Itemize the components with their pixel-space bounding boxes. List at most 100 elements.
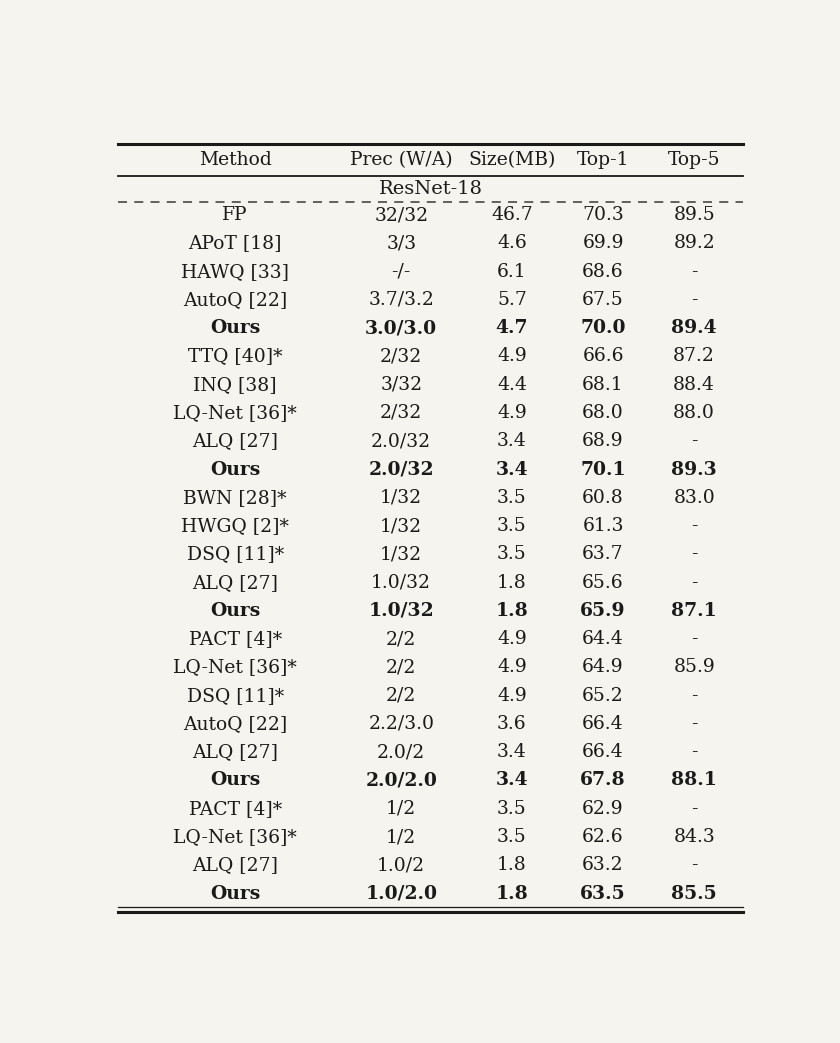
Text: 2.0/2: 2.0/2 (377, 744, 425, 761)
Text: 2/32: 2/32 (380, 404, 423, 422)
Text: 89.5: 89.5 (674, 207, 715, 224)
Text: 5.7: 5.7 (497, 291, 527, 309)
Text: HAWQ [33]: HAWQ [33] (181, 263, 289, 281)
Text: 89.3: 89.3 (671, 461, 717, 479)
Text: 62.9: 62.9 (582, 800, 624, 818)
Text: 2/32: 2/32 (380, 347, 423, 365)
Text: 1.8: 1.8 (496, 602, 528, 620)
Text: 65.9: 65.9 (580, 602, 626, 620)
Text: LQ-Net [36]*: LQ-Net [36]* (173, 658, 297, 677)
Text: ALQ [27]: ALQ [27] (192, 856, 278, 874)
Text: 68.9: 68.9 (582, 432, 624, 451)
Text: 3.5: 3.5 (497, 828, 527, 846)
Text: 60.8: 60.8 (582, 489, 624, 507)
Text: 67.8: 67.8 (580, 772, 626, 790)
Text: 66.4: 66.4 (582, 714, 624, 733)
Text: -: - (691, 517, 697, 535)
Text: 4.6: 4.6 (497, 235, 527, 252)
Text: 1/2: 1/2 (386, 828, 417, 846)
Text: 88.4: 88.4 (673, 375, 715, 393)
Text: 2/2: 2/2 (386, 658, 417, 677)
Text: DSQ [11]*: DSQ [11]* (186, 686, 284, 705)
Text: 4.9: 4.9 (497, 404, 527, 422)
Text: 3.5: 3.5 (497, 517, 527, 535)
Text: 70.3: 70.3 (582, 207, 624, 224)
Text: 4.9: 4.9 (497, 347, 527, 365)
Text: -: - (691, 630, 697, 648)
Text: 65.6: 65.6 (582, 574, 624, 591)
Text: Ours: Ours (210, 602, 260, 620)
Text: 2.0/32: 2.0/32 (371, 432, 431, 451)
Text: INQ [38]: INQ [38] (193, 375, 277, 393)
Text: 87.1: 87.1 (671, 602, 717, 620)
Text: AutoQ [22]: AutoQ [22] (183, 714, 287, 733)
Text: 68.0: 68.0 (582, 404, 624, 422)
Text: Ours: Ours (210, 884, 260, 902)
Text: 4.9: 4.9 (497, 658, 527, 677)
Text: 2/2: 2/2 (386, 630, 417, 648)
Text: Ours: Ours (210, 461, 260, 479)
Text: Top-5: Top-5 (668, 151, 721, 170)
Text: LQ-Net [36]*: LQ-Net [36]* (173, 828, 297, 846)
Text: Top-1: Top-1 (577, 151, 629, 170)
Text: LQ-Net [36]*: LQ-Net [36]* (173, 404, 297, 422)
Text: -: - (691, 545, 697, 563)
Text: 32/32: 32/32 (374, 207, 428, 224)
Text: -: - (691, 263, 697, 281)
Text: 4.9: 4.9 (497, 686, 527, 705)
Text: 1/32: 1/32 (381, 489, 423, 507)
Text: -: - (691, 686, 697, 705)
Text: 66.6: 66.6 (582, 347, 624, 365)
Text: -: - (691, 856, 697, 874)
Text: 3/3: 3/3 (386, 235, 417, 252)
Text: 89.4: 89.4 (671, 319, 717, 337)
Text: PACT [4]*: PACT [4]* (189, 800, 281, 818)
Text: ALQ [27]: ALQ [27] (192, 574, 278, 591)
Text: 70.1: 70.1 (580, 461, 626, 479)
Text: -: - (691, 800, 697, 818)
Text: 85.5: 85.5 (671, 884, 717, 902)
Text: -: - (691, 714, 697, 733)
Text: 87.2: 87.2 (673, 347, 715, 365)
Text: 1.0/32: 1.0/32 (371, 574, 431, 591)
Text: Ours: Ours (210, 319, 260, 337)
Text: -: - (691, 432, 697, 451)
Text: 63.5: 63.5 (580, 884, 626, 902)
Text: 3.4: 3.4 (497, 432, 527, 451)
Text: APoT [18]: APoT [18] (188, 235, 282, 252)
Text: 3.5: 3.5 (497, 545, 527, 563)
Text: Method: Method (199, 151, 271, 170)
Text: BWN [28]*: BWN [28]* (183, 489, 287, 507)
Text: TTQ [40]*: TTQ [40]* (188, 347, 282, 365)
Text: 69.9: 69.9 (582, 235, 624, 252)
Text: 2.0/32: 2.0/32 (369, 461, 434, 479)
Text: 1/32: 1/32 (381, 517, 423, 535)
Text: 67.5: 67.5 (582, 291, 624, 309)
Text: 68.6: 68.6 (582, 263, 624, 281)
Text: 3/32: 3/32 (381, 375, 423, 393)
Text: 1.0/2: 1.0/2 (377, 856, 425, 874)
Text: 88.0: 88.0 (673, 404, 715, 422)
Text: 64.4: 64.4 (582, 630, 624, 648)
Text: 1/2: 1/2 (386, 800, 417, 818)
Text: AutoQ [22]: AutoQ [22] (183, 291, 287, 309)
Text: 4.7: 4.7 (496, 319, 528, 337)
Text: 70.0: 70.0 (580, 319, 626, 337)
Text: 1.0/32: 1.0/32 (369, 602, 434, 620)
Text: 3.0/3.0: 3.0/3.0 (365, 319, 438, 337)
Text: 4.4: 4.4 (497, 375, 527, 393)
Text: 6.1: 6.1 (497, 263, 527, 281)
Text: 85.9: 85.9 (674, 658, 715, 677)
Text: 2/2: 2/2 (386, 686, 417, 705)
Text: 1.8: 1.8 (497, 856, 527, 874)
Text: 88.1: 88.1 (671, 772, 717, 790)
Text: 3.4: 3.4 (497, 744, 527, 761)
Text: 63.7: 63.7 (582, 545, 624, 563)
Text: 62.6: 62.6 (582, 828, 624, 846)
Text: 3.4: 3.4 (496, 461, 528, 479)
Text: FP: FP (223, 207, 248, 224)
Text: ResNet-18: ResNet-18 (379, 180, 482, 198)
Text: 4.9: 4.9 (497, 630, 527, 648)
Text: 63.2: 63.2 (582, 856, 624, 874)
Text: -/-: -/- (391, 263, 411, 281)
